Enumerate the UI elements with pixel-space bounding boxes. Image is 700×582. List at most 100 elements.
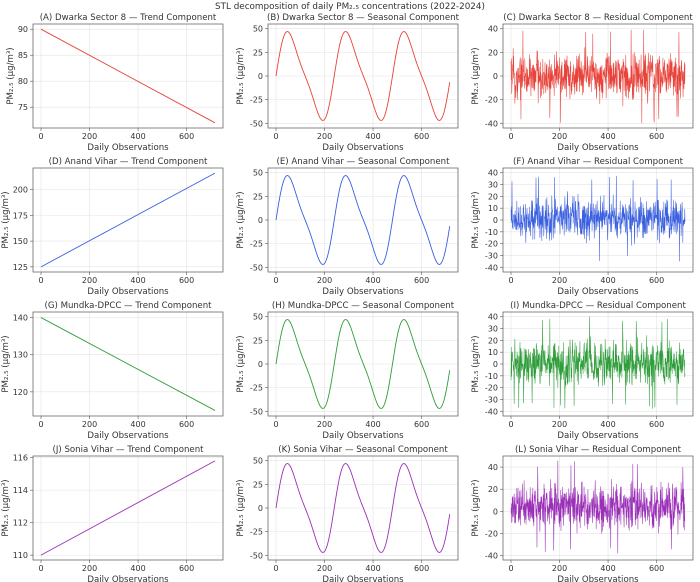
y-tick-label: 116 — [13, 454, 28, 463]
subplot-title: (J) Sonia Vihar — Trend Component — [52, 445, 204, 455]
x-tick-label: 600 — [649, 132, 664, 141]
seasonal-series-line — [275, 175, 451, 265]
y-tick-label: 40 — [488, 169, 498, 178]
y-tick-label: 10 — [488, 204, 498, 213]
x-axis-label: Daily Observations — [322, 287, 404, 297]
y-tick-label: -20 — [485, 384, 498, 393]
x-tick-label: 200 — [82, 420, 97, 429]
x-tick-label: 400 — [130, 132, 145, 141]
plot-frame — [32, 167, 224, 273]
x-axis-label: Daily Observations — [557, 431, 639, 441]
y-tick-label: 40 — [488, 313, 498, 322]
x-tick-label: 600 — [414, 564, 429, 573]
x-tick-label: 400 — [600, 132, 615, 141]
y-tick-label: 112 — [13, 519, 28, 528]
x-tick-label: 400 — [130, 276, 145, 285]
subplot-c: 0 200 400 600 -40 -20 0 20 40 (C) Dwarka Sector 8… — [471, 13, 693, 153]
y-axis-label: PM₂.₅ (μg/m³) — [236, 191, 246, 248]
y-tick-label: -50 — [250, 551, 263, 560]
y-tick-label: -10 — [485, 372, 498, 381]
subplot-title: (F) Anand Vihar — Residual Component — [513, 157, 684, 167]
y-tick-label: 175 — [13, 211, 28, 220]
x-tick-label: 0 — [508, 276, 513, 285]
y-tick-label: 150 — [13, 237, 28, 246]
x-tick-label: 200 — [552, 132, 567, 141]
x-tick-label: 600 — [179, 276, 194, 285]
x-tick-label: 0 — [273, 420, 278, 429]
x-tick-label: 600 — [649, 276, 664, 285]
y-tick-label: -25 — [250, 528, 263, 537]
y-axis-label: PM₂.₅ (μg/m³) — [471, 191, 481, 248]
y-tick-label: 20 — [488, 336, 498, 345]
x-tick-label: 200 — [552, 420, 567, 429]
y-tick-label: -20 — [485, 240, 498, 249]
x-tick-label: 600 — [179, 132, 194, 141]
y-tick-label: 50 — [253, 25, 263, 34]
y-tick-label: -30 — [485, 251, 498, 260]
subplot-title: (G) Mundka-DPCC — Trend Component — [44, 301, 212, 311]
y-axis-label: PM₂.₅ (μg/m³) — [471, 47, 481, 104]
y-tick-label: -40 — [485, 407, 498, 416]
x-axis-label: Daily Observations — [322, 575, 404, 582]
x-tick-label: 600 — [414, 420, 429, 429]
x-tick-label: 0 — [508, 420, 513, 429]
y-axis-label: PM₂.₅ (μg/m³) — [236, 335, 246, 392]
x-tick-label: 600 — [414, 276, 429, 285]
subplot-title: (I) Mundka-DPCC — Residual Component — [510, 301, 686, 311]
trend-series-line — [40, 28, 216, 124]
trend-series-line — [40, 460, 216, 556]
y-tick-label: 10 — [488, 348, 498, 357]
y-tick-label: 20 — [488, 192, 498, 201]
x-tick-label: 600 — [179, 564, 194, 573]
x-axis-label: Daily Observations — [87, 143, 169, 153]
x-tick-label: 400 — [130, 564, 145, 573]
subplot-e: 0 200 400 600 -50 -25 0 25 50 (E) Anand Vihar — S… — [236, 157, 459, 297]
trend-series-line — [40, 172, 216, 268]
x-tick-label: 200 — [317, 420, 332, 429]
seasonal-series-line — [275, 319, 451, 409]
x-axis-label: Daily Observations — [322, 431, 404, 441]
residual-series-line — [510, 316, 686, 409]
subplot-f: 0 200 400 600 -40 -30 -20 -10 0 10 20 30 40 (F) Anand… — [471, 157, 694, 297]
x-tick-label: 0 — [273, 132, 278, 141]
x-tick-label: 0 — [38, 564, 43, 573]
x-tick-label: 400 — [365, 420, 380, 429]
y-tick-label: 40 — [488, 25, 498, 34]
y-tick-label: 30 — [488, 181, 498, 190]
plot-frame — [32, 23, 224, 129]
subplot-k: 0 200 400 600 -50 -25 0 25 50 (K) Sonia Vihar — S… — [236, 445, 459, 582]
x-tick-label: 600 — [414, 132, 429, 141]
x-tick-label: 0 — [273, 276, 278, 285]
subplot-title: (E) Anand Vihar — Seasonal Component — [277, 157, 451, 167]
x-axis-label: Daily Observations — [557, 287, 639, 297]
y-tick-label: 20 — [488, 485, 498, 494]
y-tick-label: 114 — [13, 486, 28, 495]
plot-frame — [32, 311, 224, 417]
y-tick-label: 20 — [488, 48, 498, 57]
y-tick-label: -10 — [485, 228, 498, 237]
residual-series-line — [510, 460, 686, 554]
y-tick-label: -30 — [485, 395, 498, 404]
y-axis-label: PM₂.₅ (μg/m³) — [236, 47, 246, 104]
x-tick-label: 200 — [552, 564, 567, 573]
subplot-g: 0 200 400 600 120 130 140 (G) Mundka-DPCC — Tre… — [1, 301, 224, 441]
x-tick-label: 400 — [600, 564, 615, 573]
y-tick-label: 90 — [18, 25, 28, 34]
x-axis-label: Daily Observations — [87, 431, 169, 441]
y-tick-label: 75 — [18, 103, 28, 112]
subplot-title: (L) Sonia Vihar — Residual Component — [515, 445, 682, 455]
plot-frame — [502, 455, 694, 561]
x-tick-label: 400 — [600, 420, 615, 429]
x-axis-label: Daily Observations — [557, 143, 639, 153]
y-tick-label: 50 — [253, 457, 263, 466]
y-tick-label: 0 — [258, 504, 263, 513]
x-tick-label: 200 — [317, 276, 332, 285]
y-axis-label: PM₂.₅ (μg/m³) — [1, 191, 11, 248]
y-axis-label: PM₂.₅ (μg/m³) — [471, 335, 481, 392]
x-axis-label: Daily Observations — [557, 575, 639, 582]
y-tick-label: -25 — [250, 384, 263, 393]
y-tick-label: -50 — [250, 407, 263, 416]
subplot-title: (H) Mundka-DPCC — Seasonal Component — [272, 301, 455, 311]
subplot-title: (C) Dwarka Sector 8 — Residual Component — [503, 13, 693, 23]
